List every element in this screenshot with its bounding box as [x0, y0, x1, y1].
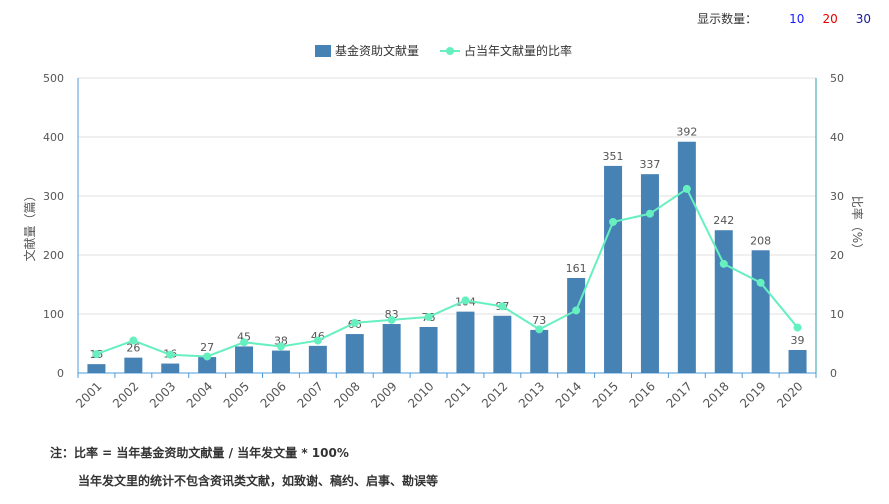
y-tick-label-right: 30 — [830, 190, 844, 203]
display-count-option-10[interactable]: 10 — [789, 11, 805, 26]
ratio-point — [498, 302, 507, 311]
bar-value-label: 161 — [566, 262, 587, 275]
y-tick-label-left: 200 — [43, 249, 64, 262]
bar — [161, 363, 180, 373]
x-tick-label: 2009 — [368, 379, 399, 410]
x-tick-label: 2012 — [479, 379, 510, 410]
x-tick-label: 2018 — [700, 379, 731, 410]
ratio-point — [609, 217, 618, 226]
bar-value-label: 392 — [676, 126, 697, 139]
bar — [567, 278, 586, 373]
bar-value-label: 38 — [274, 335, 288, 348]
x-tick-label: 2002 — [110, 379, 141, 410]
y-axis-title-right: 比率（%） — [850, 196, 865, 255]
bar-value-label: 83 — [385, 308, 399, 321]
ratio-point — [129, 336, 138, 345]
bar-value-label: 39 — [791, 334, 805, 347]
y-tick-label-right: 50 — [830, 72, 844, 85]
bar — [87, 364, 106, 373]
bar — [677, 141, 696, 373]
display-count-option-20[interactable]: 20 — [822, 11, 838, 26]
bar — [124, 357, 143, 373]
bar — [604, 165, 623, 373]
bar — [235, 346, 254, 373]
bar-value-label: 208 — [750, 234, 771, 247]
legend-label-bar: 基金资助文献量 — [335, 43, 419, 58]
ratio-formula-note: 注：比率 = 当年基金资助文献量 / 当年发文量 * 100% — [50, 446, 349, 460]
combo-chart: 基金资助文献量 占当年文献量的比率 0 100 200 300 400 500 0 10 20 30 4… — [22, 43, 865, 411]
bar-value-label: 242 — [713, 214, 734, 227]
x-tick-label: 2006 — [258, 379, 289, 410]
ratio-point — [387, 315, 396, 324]
bar-value-label: 27 — [200, 341, 214, 354]
x-tick-label: 2020 — [774, 379, 805, 410]
x-tick-label: 2013 — [516, 379, 547, 410]
bar — [530, 329, 549, 373]
y-axis-title-left: 文献量（篇） — [22, 189, 37, 261]
display-count-option-30[interactable]: 30 — [855, 11, 871, 26]
bar-value-label: 45 — [237, 330, 251, 343]
ratio-point — [203, 352, 212, 361]
bar-value-label: 351 — [603, 150, 624, 163]
ratio-point — [313, 336, 322, 345]
ratio-point — [92, 350, 101, 359]
bar — [345, 334, 364, 373]
bar-value-label: 337 — [639, 158, 660, 171]
x-tick-label: 2017 — [663, 379, 694, 410]
ratio-point — [719, 259, 728, 268]
bar — [308, 345, 327, 373]
y-tick-label-right: 20 — [830, 249, 844, 262]
ratio-point — [645, 209, 654, 218]
ratio-point — [535, 325, 544, 334]
ratio-point — [350, 318, 359, 327]
x-tick-label: 2010 — [405, 379, 436, 410]
y-tick-label-left: 0 — [57, 367, 64, 380]
bar — [198, 357, 217, 373]
ratio-point — [756, 278, 765, 287]
bar — [456, 311, 475, 373]
x-tick-label: 2008 — [331, 379, 362, 410]
x-tick-label: 2016 — [627, 379, 658, 410]
legend-swatch-marker — [446, 47, 454, 55]
y-tick-label-left: 500 — [43, 72, 64, 85]
ratio-point — [572, 306, 581, 315]
bar — [788, 349, 807, 373]
x-tick-label: 2014 — [553, 379, 584, 410]
x-tick-label: 2005 — [221, 379, 252, 410]
x-tick-label: 2019 — [737, 379, 768, 410]
x-tick-label: 2001 — [73, 379, 104, 410]
bar — [382, 324, 401, 373]
bar — [493, 315, 512, 373]
bar-value-label: 26 — [126, 342, 140, 355]
bar — [640, 174, 659, 373]
y-tick-label-right: 10 — [830, 308, 844, 321]
bar-value-label: 73 — [532, 314, 546, 327]
y-tick-label-left: 400 — [43, 131, 64, 144]
statistics-note: 当年发文里的统计不包含资讯类文献，如致谢、稿约、启事、勘误等 — [78, 474, 439, 488]
x-tick-label: 2011 — [442, 379, 473, 410]
x-tick-label: 2007 — [294, 379, 325, 410]
bar — [419, 326, 438, 373]
x-tick-label: 2003 — [147, 379, 178, 410]
x-tick-label: 2015 — [590, 379, 621, 410]
y-tick-label-right: 40 — [830, 131, 844, 144]
y-tick-label-left: 300 — [43, 190, 64, 203]
y-tick-label-left: 100 — [43, 308, 64, 321]
ratio-point — [793, 323, 802, 332]
legend-swatch-bar — [315, 45, 331, 57]
ratio-point — [682, 184, 691, 193]
y-tick-label-right: 0 — [830, 367, 837, 380]
x-tick-label: 2004 — [184, 379, 215, 410]
display-count-label: 显示数量： — [697, 12, 758, 26]
ratio-point — [240, 338, 249, 347]
ratio-line — [96, 187, 799, 358]
ratio-point — [424, 312, 433, 321]
bar — [751, 250, 770, 373]
display-count-bar: 显示数量： 10 20 30 — [697, 10, 871, 27]
bar — [271, 350, 290, 373]
ratio-point — [461, 296, 470, 305]
legend-label-line: 占当年文献量的比率 — [464, 43, 572, 58]
ratio-point — [166, 350, 175, 359]
ratio-point — [276, 342, 285, 351]
